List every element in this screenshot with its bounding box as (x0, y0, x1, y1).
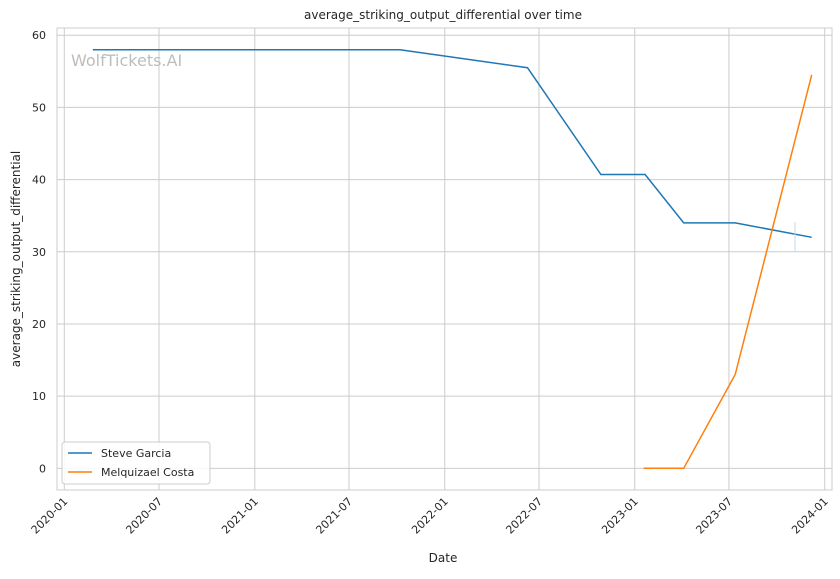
y-tick-label: 20 (32, 318, 46, 331)
x-tick-label: 2024-01 (789, 495, 831, 537)
x-tick-label: 2023-07 (693, 495, 735, 537)
y-tick-label: 40 (32, 174, 46, 187)
x-tick-label: 2020-01 (29, 495, 71, 537)
series-lines (92, 48, 813, 470)
x-tick-label: 2020-07 (123, 495, 165, 537)
x-tick-label: 2022-07 (503, 495, 545, 537)
legend-label-melquizael-costa: Melquizael Costa (101, 466, 194, 479)
x-tick-label: 2021-07 (313, 495, 355, 537)
y-axis-label: average_striking_output_differential (9, 151, 23, 367)
x-tick-label: 2021-01 (219, 495, 261, 537)
legend: Steve Garcia Melquizael Costa (61, 441, 211, 485)
series-line-melquizael-costa (643, 74, 813, 470)
chart-title: average_striking_output_differential ove… (304, 8, 582, 22)
y-tick-label: 0 (39, 462, 46, 475)
y-tick-label: 60 (32, 29, 46, 42)
x-axis-label: Date (429, 551, 458, 565)
plot-frame (56, 27, 833, 491)
legend-box (61, 441, 211, 485)
y-tick-label: 30 (32, 246, 46, 259)
legend-label-steve-garcia: Steve Garcia (101, 447, 171, 460)
x-tick-label: 2022-01 (409, 495, 451, 537)
watermark: WolfTickets.AI (71, 51, 182, 70)
x-tick-label: 2023-01 (599, 495, 641, 537)
y-tick-label: 10 (32, 390, 46, 403)
grid (57, 28, 832, 490)
series-line-steve-garcia (92, 48, 812, 239)
y-tick-label: 50 (32, 101, 46, 114)
